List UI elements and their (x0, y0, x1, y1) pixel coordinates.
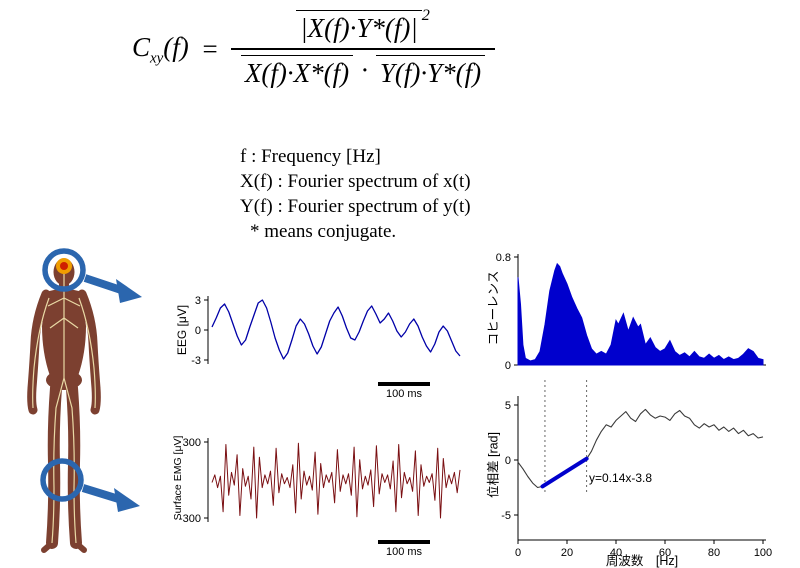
y-tick-label: 0 (505, 360, 511, 372)
formula-symbol: C (132, 31, 151, 62)
coherence-chart: コヒーレンス 0.8 0 (474, 246, 794, 378)
definition-yf: Y(f) : Fourier spectrum of y(t) (240, 196, 471, 218)
fit-line-segment (540, 456, 589, 489)
y-tick-label: 0 (195, 325, 201, 337)
eeg-waveform (211, 299, 461, 360)
head-arrow-icon (83, 274, 142, 303)
emg-waveform (211, 442, 461, 519)
x-tick-label: 0 (515, 547, 521, 559)
leg-arrow-icon (81, 484, 140, 512)
numerator-expression: |X(f)·Y*(f)| (296, 10, 422, 44)
emg-scalebar (378, 540, 430, 544)
coherence-formula: Cxy(f) = |X(f)·Y*(f)| 2 X(f)·X*(f) · Y(f)·Y… (132, 6, 496, 89)
head-circle-icon (42, 248, 86, 292)
definition-xf: X(f) : Fourier spectrum of x(t) (240, 171, 471, 193)
y-tick-label: 0.8 (496, 252, 511, 264)
y-tick-label: -300 (179, 513, 201, 525)
x-tick-label: 100 (754, 547, 772, 559)
y-tick-label: 5 (505, 400, 511, 412)
leg-electrode-marker (40, 458, 84, 502)
phase-plot-area: 5 0 -5 0 20 40 60 80 100 y=0.14x-3.8 (501, 380, 772, 559)
y-tick-label: 0 (505, 455, 511, 467)
human-body-figure (27, 248, 142, 553)
phase-chart: 位相差 [rad] 5 0 -5 0 20 40 60 80 100 y=0.14x-3.8 周波… (474, 380, 800, 568)
y-tick-label: -5 (501, 510, 511, 522)
eeg-scalebar (378, 382, 430, 386)
emg-scalebar-label: 100 ms (385, 546, 423, 558)
formula-numerator: |X(f)·Y*(f)| 2 (282, 6, 444, 48)
equals-sign: = (200, 34, 219, 64)
formula-denominator: X(f)·X*(f) · Y(f)·Y*(f) (230, 48, 496, 89)
eeg-chart: EEG [μV] 3 0 -3 100 ms (158, 270, 478, 405)
formula-lhs: Cxy(f) (132, 32, 189, 67)
y-tick-label: 3 (195, 295, 201, 307)
coherence-plot-area: 0.80 (496, 252, 766, 372)
numerator-exponent: 2 (421, 6, 430, 24)
head-electrode-marker (42, 248, 86, 292)
x-tick-label: 60 (659, 547, 671, 559)
emg-chart: Surface EMG [μV] 300 -300 100 ms (158, 416, 478, 566)
nervous-system-lines (32, 268, 96, 544)
symbol-definitions: f : Frequency [Hz] X(f) : Fourier spectr… (240, 144, 471, 244)
formula-subscript: xy (150, 50, 164, 67)
phase-xlabel: 周波数 [Hz] (605, 554, 679, 568)
coherence-area (517, 262, 764, 366)
multiply-dot: · (361, 55, 368, 85)
y-tick-label: -3 (191, 355, 201, 367)
leg-circle-icon (40, 458, 84, 502)
eeg-scalebar-label: 100 ms (385, 388, 423, 400)
x-tick-label: 40 (610, 547, 622, 559)
fit-annotation: y=0.14x-3.8 (589, 471, 652, 485)
formula-fraction: |X(f)·Y*(f)| 2 X(f)·X*(f) · Y(f)·Y*(f) (230, 6, 496, 89)
denominator-left: X(f)·X*(f) (240, 55, 354, 89)
y-tick-label: 300 (183, 437, 201, 449)
emg-plot-area: 300 -300 (179, 437, 461, 525)
definition-conjugate: * means conjugate. (250, 221, 397, 243)
denominator-right: Y(f)·Y*(f) (375, 55, 486, 89)
formula-argument: (f) (163, 31, 189, 62)
definition-frequency: f : Frequency [Hz] (240, 146, 381, 167)
eeg-plot-area: 3 0 -3 (191, 295, 461, 367)
x-tick-label: 20 (561, 547, 573, 559)
x-tick-label: 80 (708, 547, 720, 559)
